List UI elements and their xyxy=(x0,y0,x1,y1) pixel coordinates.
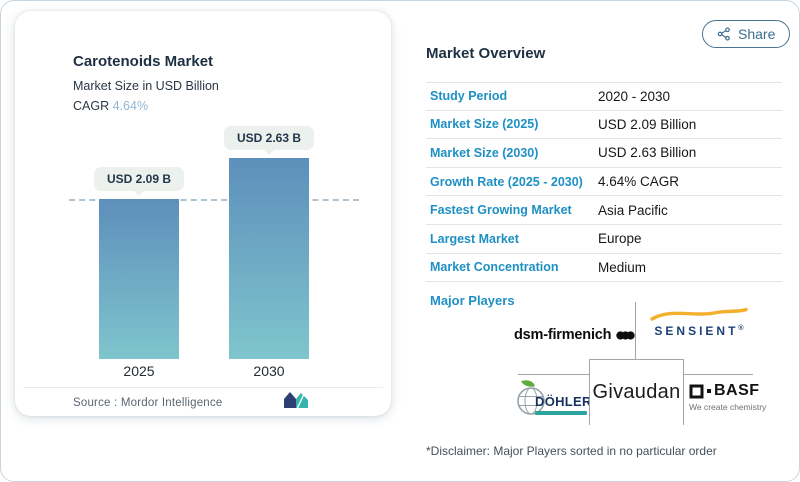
source-value: Mordor Intelligence xyxy=(120,397,223,409)
players-divider-left xyxy=(518,374,589,375)
table-row-fastest-growing-market: Fastest Growing Market Asia Pacific xyxy=(426,196,782,225)
sensient-swoosh-icon xyxy=(643,306,755,322)
basf-dot-icon xyxy=(707,389,711,393)
dsm-dots-icon xyxy=(616,327,635,345)
row-value: Asia Pacific xyxy=(598,202,668,218)
reference-dashed-line xyxy=(69,199,359,201)
dsm-firmenich-wordmark: dsm-firmenich xyxy=(514,327,612,343)
row-label: Market Size (2030) xyxy=(430,145,539,160)
mordor-intelligence-logo-icon xyxy=(283,391,309,414)
bar-group-2025: USD 2.09 B xyxy=(93,167,185,359)
overview-table: Study Period 2020 - 2030 Market Size (20… xyxy=(426,82,782,283)
row-label: Market Concentration xyxy=(430,260,559,275)
sensient-logo: SENSIENT® xyxy=(643,306,755,340)
bar-2025 xyxy=(99,199,179,359)
row-label: Fastest Growing Market xyxy=(430,203,572,218)
row-label: Growth Rate (2025 - 2030) xyxy=(430,174,583,189)
share-button[interactable]: Share xyxy=(702,20,791,48)
table-row-market-size-2030: Market Size (2030) USD 2.63 Billion xyxy=(426,139,782,168)
table-row-growth-rate: Growth Rate (2025 - 2030) 4.64% CAGR xyxy=(426,168,782,197)
table-row-largest-market: Largest Market Europe xyxy=(426,225,782,254)
bar-value-label-2030: USD 2.63 B xyxy=(223,126,315,150)
row-label: Largest Market xyxy=(430,231,519,246)
source-line: Source : Mordor Intelligence xyxy=(73,397,222,409)
x-axis-label-2025: 2025 xyxy=(123,363,155,379)
dohler-wordmark: DÖHLER xyxy=(535,394,592,409)
table-row-study-period: Study Period 2020 - 2030 xyxy=(426,82,782,111)
table-row-market-concentration: Market Concentration Medium xyxy=(426,254,782,283)
basf-lockup: BASF xyxy=(689,382,766,400)
dohler-globe-leaf-icon xyxy=(515,377,549,422)
sensient-wordmark: SENSIENT® xyxy=(654,324,744,338)
givaudan-logo: Givaudan xyxy=(589,359,684,425)
cagr-value: 4.64% xyxy=(112,99,149,113)
x-axis-label-2030: 2030 xyxy=(253,363,285,379)
dohler-wordmark-block: DÖHLER xyxy=(535,394,592,415)
source-label: Source : xyxy=(73,397,118,409)
bar-value-label-2025: USD 2.09 B xyxy=(93,167,185,191)
table-row-market-size-2025: Market Size (2025) USD 2.09 Billion xyxy=(426,111,782,140)
bar-chart: USD 2.09 B USD 2.63 B 2025 2030 xyxy=(15,11,391,416)
basf-logo: BASF We create chemistry xyxy=(689,382,766,412)
players-divider-right xyxy=(684,374,753,375)
cagr-label: CAGR xyxy=(73,99,110,113)
players-divider-vertical xyxy=(635,302,636,359)
row-value: USD 2.09 Billion xyxy=(598,116,697,132)
row-value: Europe xyxy=(598,231,642,247)
disclaimer-text: *Disclaimer: Major Players sorted in no … xyxy=(426,444,717,458)
major-players-label: Major Players xyxy=(430,293,515,308)
chart-cagr-line: CAGR 4.64% xyxy=(73,99,148,113)
overview-title: Market Overview xyxy=(426,45,546,62)
basf-square-icon xyxy=(689,384,704,399)
chart-title: Carotenoids Market xyxy=(73,53,214,70)
row-label: Study Period xyxy=(430,89,508,104)
source-divider xyxy=(23,387,383,388)
givaudan-wordmark: Givaudan xyxy=(592,381,681,403)
row-value: 4.64% CAGR xyxy=(598,174,680,190)
share-nodes-icon xyxy=(717,27,731,41)
share-button-label: Share xyxy=(738,26,776,42)
row-value: Medium xyxy=(598,259,647,275)
bar-group-2030: USD 2.63 B xyxy=(223,126,315,359)
chart-card: Carotenoids Market Market Size in USD Bi… xyxy=(15,11,391,416)
row-value: 2020 - 2030 xyxy=(598,88,671,104)
dsm-firmenich-logo: dsm-firmenich xyxy=(514,326,635,345)
dohler-logo: DÖHLER xyxy=(515,377,592,422)
row-value: USD 2.63 Billion xyxy=(598,145,697,161)
dohler-tagline-bar xyxy=(535,411,587,415)
bar-2030 xyxy=(229,158,309,359)
basf-tagline: We create chemistry xyxy=(689,402,767,412)
row-label: Market Size (2025) xyxy=(430,117,539,132)
basf-wordmark: BASF xyxy=(714,382,760,399)
chart-subtitle: Market Size in USD Billion xyxy=(73,79,219,93)
registered-mark: ® xyxy=(738,325,744,332)
